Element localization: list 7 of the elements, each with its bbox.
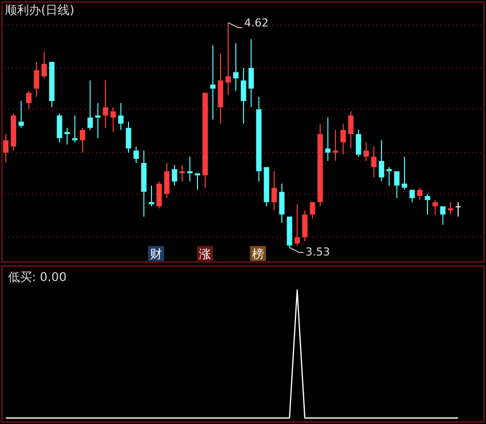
chart-title: 顺利办(日线) [5, 3, 74, 17]
annotation: 3.53 [306, 246, 330, 259]
annotation: 财 [150, 247, 162, 261]
annotation: 榜 [252, 247, 264, 261]
chart-title: 低买: 0.00 [8, 270, 67, 284]
annotation: 4.62 [244, 16, 269, 30]
annotation: 涨 [199, 247, 211, 261]
